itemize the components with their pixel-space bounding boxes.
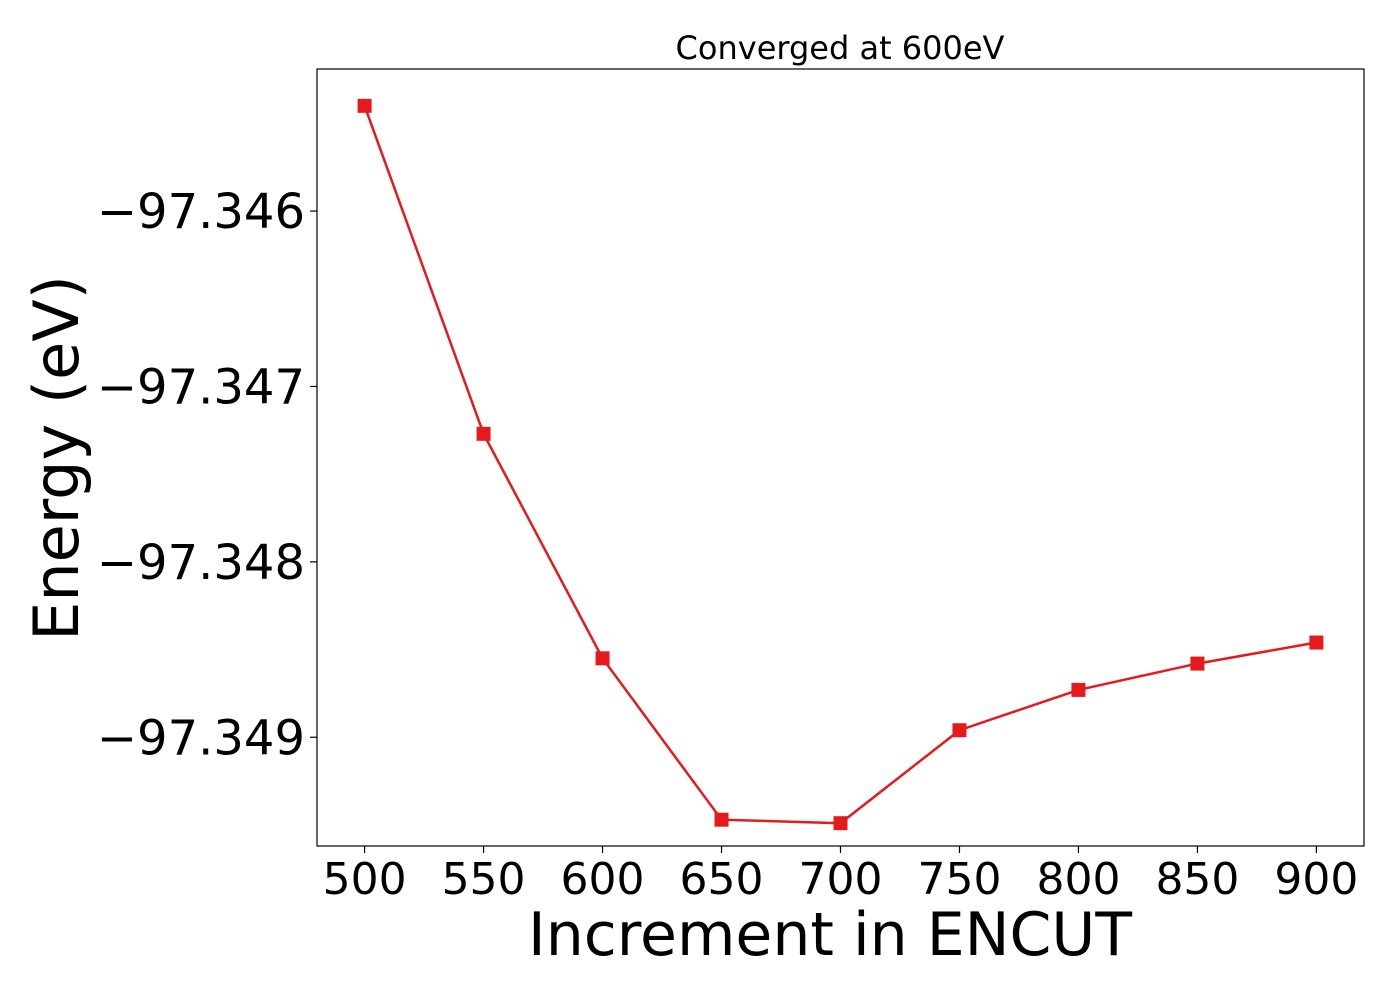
x-tick-label-500: 500 — [323, 854, 407, 905]
x-tick-label-600: 600 — [561, 854, 645, 905]
data-point-750 — [952, 723, 967, 738]
plot-frame — [316, 68, 1365, 847]
data-point-800 — [1071, 682, 1086, 697]
x-tick-label-750: 750 — [917, 854, 1001, 905]
x-tick-label-650: 650 — [680, 854, 764, 905]
y-tick-label-0: −97.346 — [97, 184, 305, 240]
data-point-850 — [1190, 656, 1205, 671]
data-point-900 — [1309, 635, 1324, 650]
x-tick-label-850: 850 — [1155, 854, 1239, 905]
data-point-600 — [595, 651, 610, 666]
x-tick-label-700: 700 — [799, 854, 883, 905]
chart-title: Converged at 600eV — [676, 29, 1005, 67]
plot-area: 500 550 600 650 700 750 800 850 900 −97.346 −97.34… — [97, 68, 1365, 905]
x-tick-label-900: 900 — [1274, 854, 1358, 905]
x-tick-label-800: 800 — [1036, 854, 1120, 905]
data-point-500 — [357, 98, 372, 113]
y-tick-label-3: −97.349 — [97, 710, 305, 766]
data-point-650 — [714, 812, 729, 827]
y-tick-label-1: −97.347 — [97, 359, 305, 415]
x-axis-label: Increment in ENCUT — [528, 900, 1132, 970]
x-tick-label-550: 550 — [442, 854, 526, 905]
y-tick-label-2: −97.348 — [97, 535, 305, 591]
y-axis-label: Energy (eV) — [20, 275, 93, 641]
data-point-550 — [476, 426, 491, 441]
data-point-700 — [833, 816, 848, 831]
series-line-0 — [363, 105, 1317, 825]
